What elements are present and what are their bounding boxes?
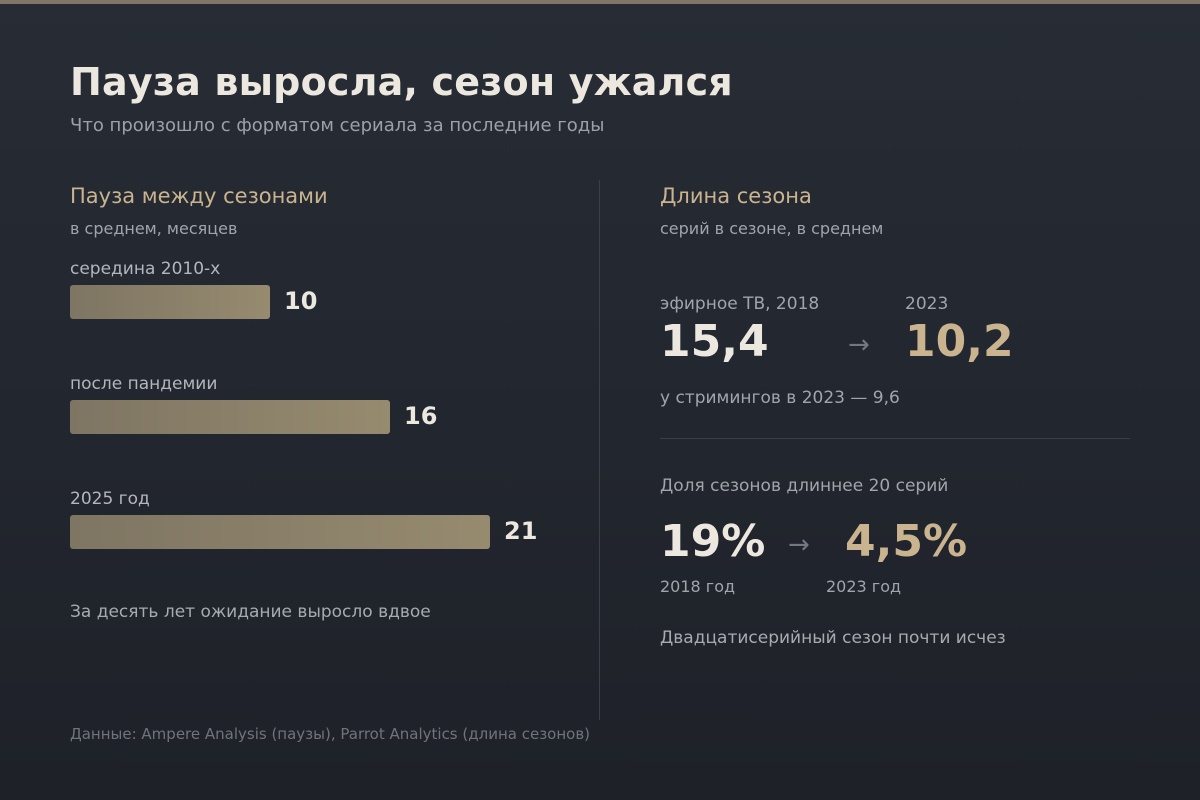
top-accent-line — [0, 0, 1200, 4]
episodes-from-label: эфирное ТВ, 2018 — [660, 294, 820, 314]
page-title: Пауза выросла, сезон ужался — [70, 60, 733, 104]
bar-category-label: середина 2010-х — [70, 259, 221, 279]
data-source: Данные: Ampere Analysis (паузы), Parrot … — [70, 725, 591, 743]
share-from-year: 2018 год — [660, 577, 736, 596]
episodes-arrow-icon: → — [848, 330, 870, 360]
episodes-from-value: 15,4 — [660, 316, 769, 367]
page-subtitle: Что произошло с форматом сериала за посл… — [70, 115, 605, 136]
pause-bar — [70, 285, 270, 319]
bar-category-label: 2025 год — [70, 489, 150, 509]
episodes-to-value: 10,2 — [905, 316, 1014, 367]
right-panel-divider — [660, 438, 1130, 439]
share-note: Двадцатисерийный сезон почти исчез — [660, 628, 1006, 648]
pause-bar — [70, 400, 390, 434]
bar-value-label: 10 — [284, 287, 318, 315]
share-arrow-icon: → — [788, 530, 810, 560]
bar-value-label: 16 — [404, 402, 438, 430]
bar-category-label: после пандемии — [70, 374, 218, 394]
share-from-value: 19% — [660, 516, 766, 567]
panel-divider — [599, 180, 600, 720]
season-length-subtitle: серий в сезоне, в среднем — [660, 219, 884, 238]
pause-bar — [70, 515, 490, 549]
episodes-to-label: 2023 — [905, 294, 949, 314]
season-length-title: Длина сезона — [660, 184, 812, 208]
pause-chart-note: За десять лет ожидание выросло вдвое — [70, 602, 431, 622]
share-to-year: 2023 год — [826, 577, 902, 596]
pause-chart-subtitle: в среднем, месяцев — [70, 219, 238, 238]
streaming-note: у стримингов в 2023 — 9,6 — [660, 388, 900, 408]
bar-value-label: 21 — [504, 517, 538, 545]
pause-chart-title: Пауза между сезонами — [70, 184, 328, 208]
share-label: Доля сезонов длиннее 20 серий — [660, 476, 949, 496]
share-to-value: 4,5% — [845, 516, 968, 567]
